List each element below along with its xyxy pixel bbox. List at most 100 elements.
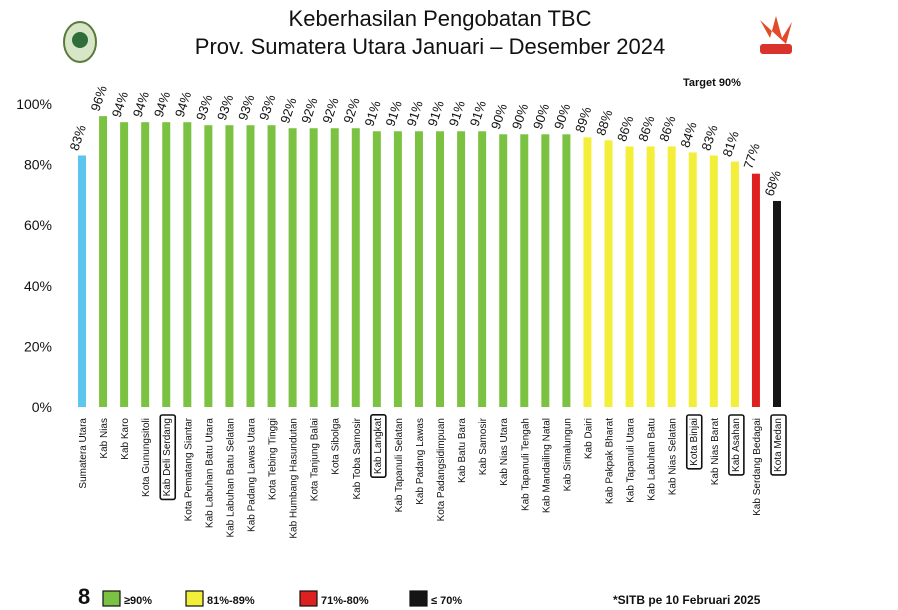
- x-tick-label: Kab Nias: [99, 418, 110, 459]
- value-label: 92%: [340, 95, 362, 125]
- value-label: 94%: [172, 89, 194, 119]
- bar: [288, 128, 297, 408]
- bar: [246, 125, 255, 408]
- bar: [393, 131, 402, 407]
- source-note: *SITB pe 10 Februari 2025: [613, 593, 761, 607]
- highlight-box: [370, 413, 387, 478]
- annotation: Target 90%: [683, 77, 741, 89]
- bar: [773, 200, 781, 407]
- value-label: 84%: [677, 120, 699, 150]
- x-tick-label: Kab Serdang Bedagai: [752, 418, 763, 516]
- y-tick-label: 0%: [32, 399, 52, 415]
- bar: [309, 128, 318, 408]
- bar: [267, 125, 276, 408]
- x-tick-label: Kab Nias Selatan: [668, 418, 679, 495]
- x-tick-label: Kab Deli Serdang: [162, 418, 173, 496]
- x-tick-label: Kab Nias Utara: [499, 418, 510, 486]
- value-label: 93%: [256, 92, 278, 122]
- y-tick-label: 60%: [24, 217, 52, 233]
- bar: [730, 161, 739, 407]
- x-tick-label: Kab Simalungun: [562, 418, 573, 491]
- x-tick-label: Kab Asahan: [731, 418, 742, 472]
- bar: [667, 146, 676, 408]
- value-label: 93%: [214, 92, 236, 122]
- bar: [162, 122, 171, 408]
- x-tick-label: Kab Tapanuli Selatan: [394, 418, 405, 512]
- bar: [604, 140, 613, 408]
- value-label: 94%: [151, 89, 173, 119]
- x-tick-label: Kab Batu Bara: [457, 418, 468, 483]
- x-tick-label: Kota Tanjung Balai: [310, 418, 321, 501]
- x-tick-label: Kab Toba Samosir: [352, 417, 363, 499]
- bar: [499, 134, 508, 408]
- chart-subtitle: Prov. Sumatera Utara Januari – Desember …: [195, 34, 665, 59]
- y-tick-label: 20%: [24, 338, 52, 354]
- value-label: 68%: [762, 168, 784, 198]
- value-label: 90%: [509, 101, 531, 131]
- legend-swatch: [409, 590, 428, 607]
- value-label: 94%: [109, 89, 131, 119]
- value-label: 92%: [319, 95, 341, 125]
- value-label: 90%: [551, 101, 573, 131]
- bar: [372, 131, 381, 407]
- legend-label: 81%-89%: [207, 595, 255, 607]
- left-logo: [63, 21, 97, 63]
- y-tick-label: 80%: [24, 157, 52, 173]
- value-label: 91%: [361, 98, 383, 128]
- x-tick-label: Kab Mandailing Natal: [541, 418, 552, 513]
- bar: [625, 146, 634, 408]
- chart-title: Keberhasilan Pengobatan TBC: [289, 6, 592, 31]
- bar: [751, 173, 760, 407]
- value-label: 92%: [277, 95, 299, 125]
- value-label: 96%: [88, 83, 110, 113]
- bar: [562, 134, 571, 408]
- highlight-box: [159, 414, 177, 501]
- highlight-box: [685, 414, 703, 470]
- value-label: 83%: [67, 123, 89, 153]
- value-label: 91%: [467, 98, 489, 128]
- x-tick-label: Kota Tebing Tinggi: [268, 418, 279, 500]
- x-tick-label: Kota Sibolga: [331, 418, 342, 475]
- x-tick-label: Sumatera Utara: [78, 418, 89, 489]
- legend-label: ≥90%: [124, 595, 152, 607]
- bar: [688, 152, 697, 407]
- x-tick-label: Kab Labuhan Batu: [647, 418, 658, 501]
- bar: [99, 116, 108, 408]
- bar: [78, 155, 86, 407]
- x-tick-label: Kab Tapanuli Tengah: [520, 418, 531, 511]
- value-label: 92%: [298, 95, 320, 125]
- x-tick-label: Kab Labuhan Batu Selatan: [225, 418, 236, 538]
- value-label: 90%: [530, 101, 552, 131]
- bar: [204, 125, 213, 408]
- x-tick-label: Kab Labuhan Batu Utara: [204, 418, 215, 529]
- bar: [646, 146, 655, 408]
- x-tick-label: Kab Padang Lawas Utara: [246, 418, 257, 532]
- bar: [225, 125, 234, 408]
- x-tick-label: Kab Nias Barat: [710, 418, 721, 485]
- value-label: 86%: [656, 114, 678, 144]
- bar: [478, 131, 487, 407]
- x-tick-label: Kab Pakpak Bharat: [605, 418, 616, 504]
- value-label: 86%: [614, 114, 636, 144]
- legend-swatch: [185, 590, 204, 607]
- x-tick-label: Kab Samosir: [478, 417, 489, 475]
- value-label: 93%: [235, 92, 257, 122]
- x-tick-label: Kota Gunungsitoli: [141, 418, 152, 497]
- bar: [709, 155, 718, 407]
- bar: [120, 122, 129, 408]
- value-label: 89%: [572, 104, 594, 134]
- legend-label: ≤ 70%: [431, 595, 462, 607]
- x-tick-label: Kab Langkat: [373, 418, 384, 474]
- x-tick-label: Kota Binjai: [689, 418, 700, 466]
- bar: [351, 128, 360, 408]
- x-tick-label: Kab Dairi: [583, 418, 594, 459]
- x-tick-label: Kab Karo: [120, 418, 131, 460]
- value-label: 86%: [635, 114, 657, 144]
- legend-label: 71%-80%: [321, 595, 369, 607]
- value-label: 94%: [130, 89, 152, 119]
- y-tick-label: 40%: [24, 278, 52, 294]
- bar: [541, 134, 550, 408]
- x-tick-label: Kab Padang Lawas: [415, 418, 426, 505]
- bar: [457, 131, 466, 407]
